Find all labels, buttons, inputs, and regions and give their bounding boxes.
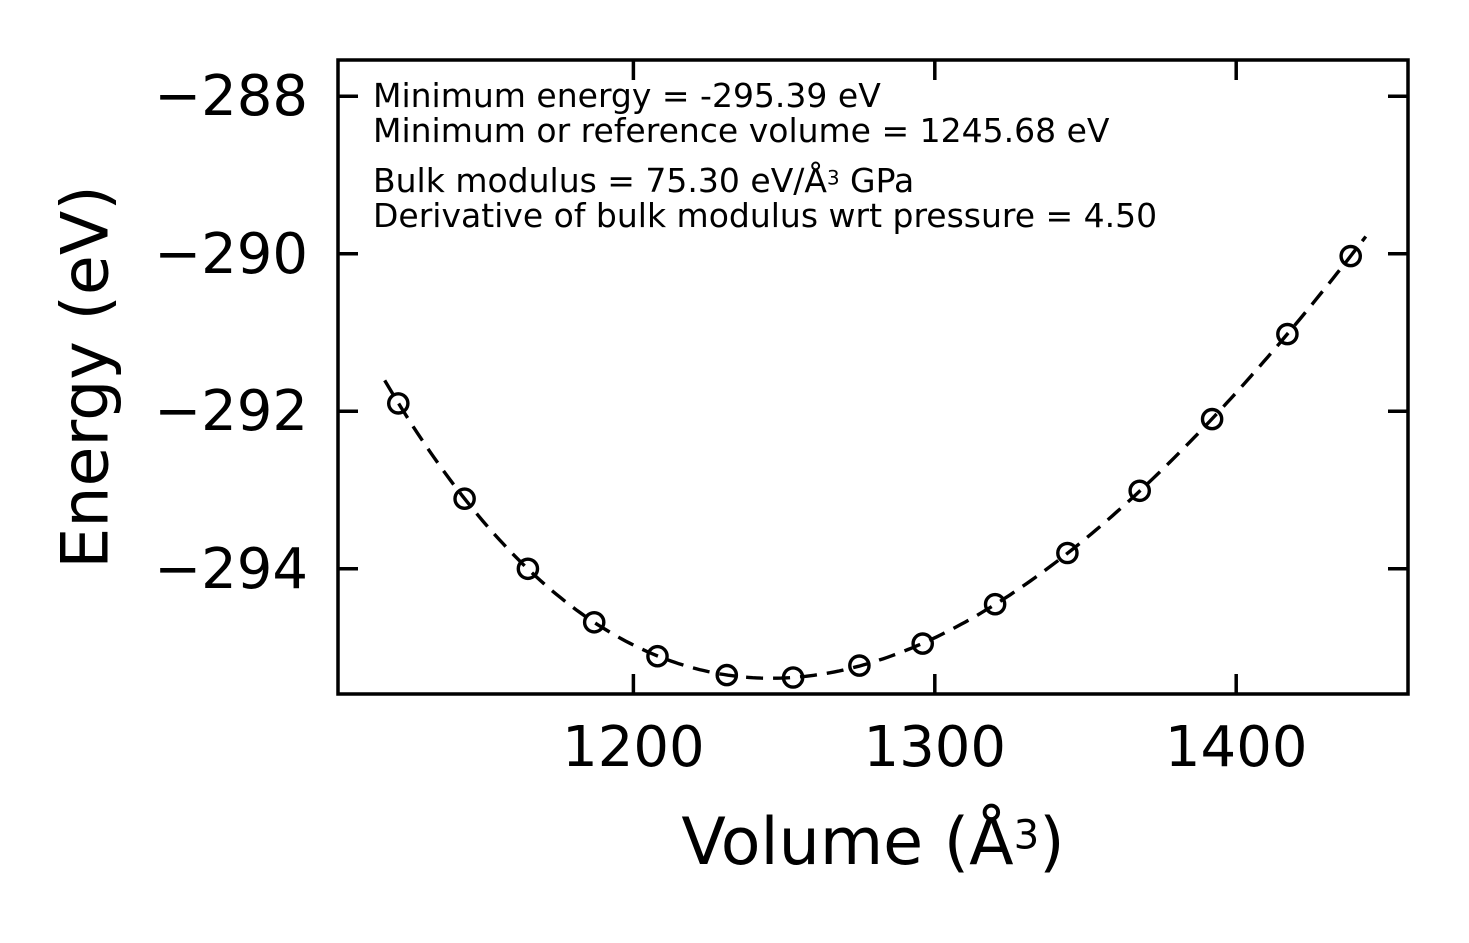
x-tick-label: 1400 bbox=[1164, 715, 1308, 780]
data-point-marker bbox=[386, 392, 410, 415]
y-tick-label: −292 bbox=[154, 379, 308, 445]
annotation-min-energy: Minimum energy = -295.39 eV bbox=[373, 76, 881, 115]
x-axis-label: Volume (Å3) bbox=[681, 810, 1064, 875]
annotation-bulk-modulus: Bulk modulus = 75.30 eV/Å3 GPa bbox=[373, 164, 914, 197]
annotation-bulk-modulus-superscript: 3 bbox=[826, 166, 840, 190]
y-tick-label: −294 bbox=[154, 536, 308, 602]
annotation-ref-volume: Minimum or reference volume = 1245.68 eV bbox=[373, 111, 1110, 150]
data-point-marker bbox=[715, 663, 739, 687]
y-tick-label: −290 bbox=[154, 221, 308, 287]
data-point-marker bbox=[1056, 541, 1079, 565]
annotation-bulk-modulus-text: Bulk modulus = 75.30 eV/Å bbox=[373, 161, 827, 200]
annotation-bulk-modulus-unit: GPa bbox=[839, 161, 915, 200]
data-point-marker bbox=[453, 487, 476, 511]
data-point-marker bbox=[1200, 407, 1224, 431]
data-point-marker bbox=[848, 654, 871, 677]
axes-frame bbox=[336, 58, 1410, 696]
data-point-marker bbox=[1339, 244, 1362, 268]
data-point-marker bbox=[646, 644, 669, 668]
x-tick-label: 1300 bbox=[863, 715, 1007, 780]
y-axis-label: Energy (eV) bbox=[48, 185, 124, 569]
y-tick-label: −288 bbox=[154, 64, 308, 130]
x-axis-label-superscript: 3 bbox=[1013, 811, 1040, 859]
data-point-marker bbox=[911, 632, 935, 655]
x-tick-label: 1200 bbox=[562, 715, 705, 780]
data-point-marker bbox=[1276, 322, 1299, 346]
data-point-marker bbox=[516, 557, 540, 581]
x-axis-label-close-paren: ) bbox=[1039, 805, 1065, 880]
data-point-marker bbox=[582, 611, 606, 634]
x-axis-label-text: Volume (Å bbox=[681, 805, 1014, 880]
eos-fit-curve bbox=[383, 235, 1368, 680]
data-point-marker bbox=[983, 592, 1007, 616]
annotation-bulk-modulus-derivative: Derivative of bulk modulus wrt pressure … bbox=[373, 196, 1158, 235]
data-point-marker bbox=[781, 666, 805, 689]
data-point-marker bbox=[1128, 479, 1151, 503]
